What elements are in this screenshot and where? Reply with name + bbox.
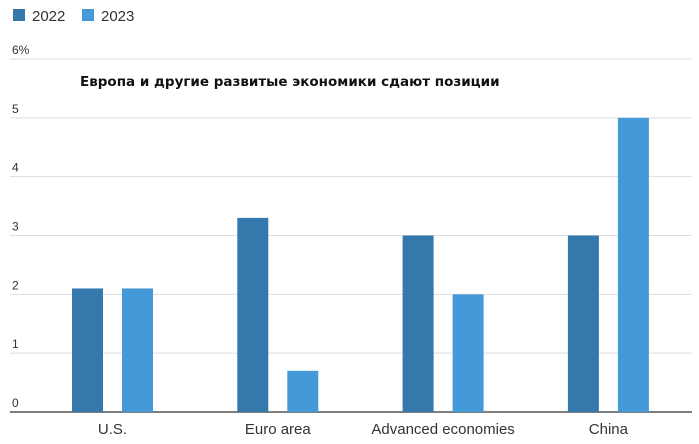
bar-2023 xyxy=(287,370,319,412)
y-tick-label: 4 xyxy=(12,161,19,175)
x-tick-label: U.S. xyxy=(98,421,127,438)
y-tick-label: 2 xyxy=(12,278,19,292)
legend-swatch xyxy=(82,9,94,21)
x-tick-label: China xyxy=(589,421,629,438)
bar-2023 xyxy=(617,117,649,412)
bar-2023 xyxy=(452,294,484,412)
bar-2023 xyxy=(122,288,153,412)
bar-2022 xyxy=(72,288,103,412)
legend-label: 2023 xyxy=(101,8,134,25)
bar-2022 xyxy=(402,235,434,412)
bar-2022 xyxy=(237,217,269,412)
y-tick-label: 0 xyxy=(12,396,19,410)
y-tick-label: 3 xyxy=(12,220,19,234)
y-tick-label: 6% xyxy=(12,43,30,57)
legend-label: 2022 xyxy=(32,8,65,25)
y-tick-label: 5 xyxy=(12,102,19,116)
y-tick-label: 1 xyxy=(12,337,19,351)
category-labels: U.S. Euro area Advanced economies China xyxy=(98,421,629,438)
chart-title: Европа и другие развитые экономики сдают… xyxy=(80,74,500,90)
legend-swatch xyxy=(13,9,25,21)
bar-2022 xyxy=(567,235,599,412)
bars xyxy=(72,117,649,412)
x-tick-label: Advanced economies xyxy=(371,421,514,438)
x-tick-label: Euro area xyxy=(245,421,312,438)
legend: 2022 2023 xyxy=(13,8,134,25)
